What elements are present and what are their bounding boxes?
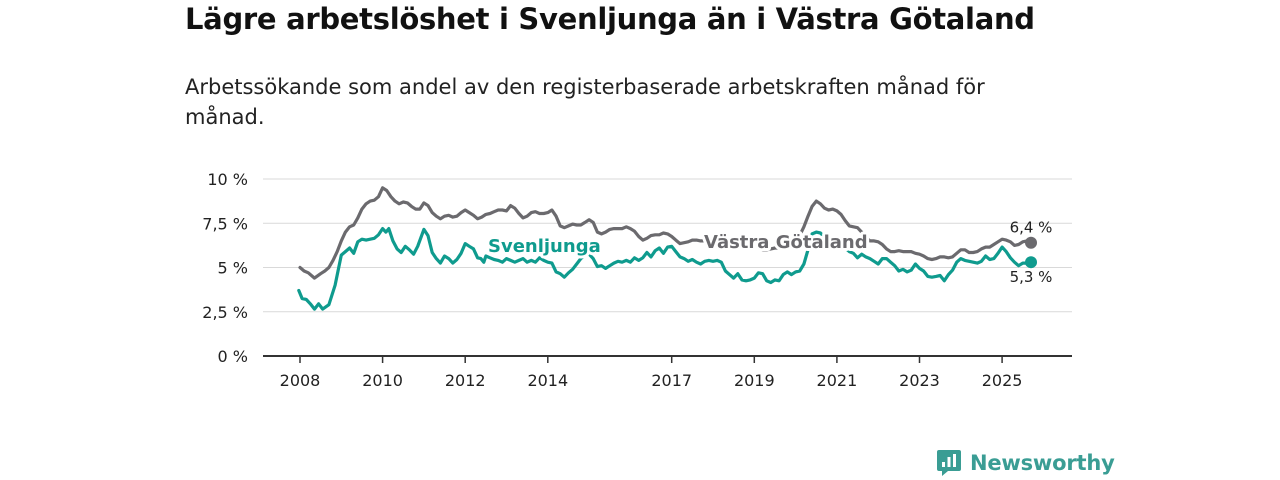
chart-title: Lägre arbetslöshet i Svenljunga än i Väs… [185,2,1035,36]
x-tick-label: 2012 [445,371,486,390]
x-tick-label: 2008 [280,371,321,390]
series-line-svenljunga [297,227,1033,311]
series-end-marker [1025,236,1038,249]
chart-subtitle: Arbetssökande som andel av den registerb… [185,75,985,129]
newsworthy-logo-icon [937,450,961,476]
brand-name: Newsworthy [970,451,1115,475]
series-labels: 6,4 % 5,3 % Västra Götaland Svenljunga [485,219,1053,286]
x-tick-label: 2021 [817,371,858,390]
series-end-label: 5,3 % [1010,268,1053,286]
y-tick-label: 7,5 % [202,214,248,233]
y-tick-label: 0 % [218,347,248,366]
x-tick-label: 2014 [527,371,568,390]
x-tick-label: 2019 [734,371,775,390]
y-tick-label: 5 % [218,259,248,278]
x-tick-label: 2010 [362,371,403,390]
y-axis-labels: 0 % 2,5 % 5 % 7,5 % 10 % [202,170,248,366]
grid-lines [263,178,1072,313]
series-line-vastra-gotaland [298,186,1033,280]
x-tick-label: 2023 [899,371,940,390]
x-axis-ticks: 2008 2010 2012 2014 2017 2019 2021 2023 2025 [280,356,1023,390]
series-label-vastra-gotaland: Västra Götaland [704,232,868,253]
x-tick-label: 2017 [651,371,692,390]
x-tick-label: 2025 [982,371,1023,390]
series-lines [297,186,1038,311]
series-end-label: 6,4 % [1010,219,1053,237]
series-label-svenljunga: Svenljunga [488,236,601,257]
y-tick-label: 2,5 % [202,303,248,322]
brand-logo: Newsworthy [936,447,1115,479]
y-tick-label: 10 % [207,170,248,189]
line-chart: 0 % 2,5 % 5 % 7,5 % 10 % 2008 2010 2012 2014 201… [202,170,1072,390]
series-end-marker [1025,256,1038,269]
